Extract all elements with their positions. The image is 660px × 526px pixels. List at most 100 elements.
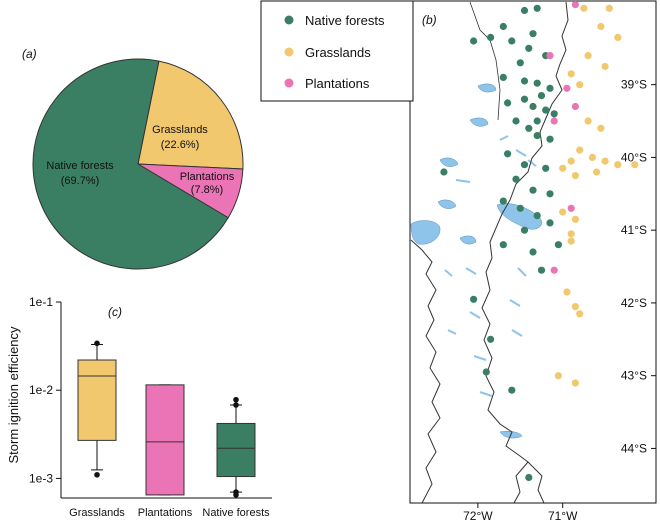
box-iqr bbox=[216, 422, 256, 478]
lake bbox=[447, 329, 457, 335]
map-point-grass bbox=[554, 372, 563, 380]
box-iqr bbox=[77, 359, 117, 441]
map-point-native bbox=[487, 335, 495, 343]
box-native: Native forests bbox=[202, 396, 270, 519]
pie-slice-native bbox=[32, 58, 229, 270]
map-point-native bbox=[504, 99, 512, 107]
panel-c-label: (c) bbox=[108, 305, 122, 319]
map-point-grass bbox=[567, 70, 575, 78]
box-panel: (c) 1e-1 1e-2 1e-3 Grasslands Plantations Na… bbox=[6, 295, 272, 519]
map-x-tick-label: 72°W bbox=[463, 509, 493, 523]
map-point-native bbox=[470, 295, 478, 303]
map-point-grass bbox=[597, 22, 605, 31]
map-point-grass bbox=[601, 157, 609, 165]
map-point-grass bbox=[571, 303, 580, 311]
map-point-native bbox=[525, 44, 533, 52]
lake bbox=[455, 179, 471, 183]
lake bbox=[499, 135, 509, 141]
map-point-native bbox=[525, 124, 533, 132]
map-point-grass bbox=[601, 62, 609, 71]
map-point-grass bbox=[571, 172, 580, 180]
map-point-native bbox=[529, 30, 537, 38]
map-point-native bbox=[546, 84, 554, 92]
map-point-native bbox=[537, 92, 546, 100]
map-lakes bbox=[410, 83, 542, 439]
map-y-tick-label: 43°S bbox=[621, 369, 647, 383]
box-category-label: Native forests bbox=[202, 507, 270, 519]
map-point-grass bbox=[576, 146, 584, 154]
pie-pct-plantations: (7.8%) bbox=[191, 184, 223, 196]
map-point-native bbox=[546, 219, 554, 227]
map-point-native bbox=[508, 386, 516, 394]
map-y-tick-label: 39°S bbox=[621, 78, 647, 92]
boundary-line bbox=[481, 1, 569, 463]
box-y-tick-label: 1e-3 bbox=[29, 471, 53, 485]
map-point-plant bbox=[550, 266, 558, 274]
box-outlier bbox=[94, 471, 100, 478]
lake bbox=[469, 117, 489, 127]
map-point-grass bbox=[576, 310, 584, 318]
pie-slice-grass bbox=[137, 60, 244, 170]
lake bbox=[465, 267, 477, 275]
map-point-grass bbox=[584, 117, 592, 125]
map-point-native bbox=[520, 6, 529, 15]
lake bbox=[509, 299, 521, 307]
map-point-native bbox=[529, 248, 537, 256]
lake bbox=[515, 149, 527, 157]
map-point-grass bbox=[631, 161, 639, 169]
map-point-native bbox=[516, 204, 524, 212]
map-point-grass bbox=[584, 52, 592, 60]
lake bbox=[437, 199, 457, 209]
lake bbox=[477, 83, 497, 93]
map-point-native bbox=[482, 368, 490, 376]
map-points bbox=[440, 1, 639, 482]
lake bbox=[439, 157, 459, 167]
boundary-line bbox=[513, 461, 529, 504]
map-point-plant bbox=[571, 102, 580, 111]
box-grass: Grasslands bbox=[69, 340, 125, 519]
map-point-grass bbox=[605, 4, 613, 12]
legend-label-grasslands: Grasslands bbox=[305, 45, 371, 60]
map-point-native bbox=[542, 164, 550, 172]
map-point-grass bbox=[571, 215, 580, 223]
lake bbox=[469, 311, 481, 319]
map-point-grass bbox=[559, 164, 567, 172]
legend: Native forests Grasslands Plantations bbox=[260, 0, 414, 102]
pie-label-plantations: Plantations bbox=[180, 171, 235, 183]
box-iqr bbox=[145, 384, 185, 496]
lake bbox=[527, 159, 537, 167]
lake bbox=[444, 269, 453, 277]
map-point-grass bbox=[588, 153, 597, 161]
legend-marker-plantations bbox=[284, 78, 294, 88]
legend-label-plantations: Plantations bbox=[305, 76, 370, 91]
box-category-label: Plantations bbox=[138, 507, 193, 519]
map-panel: 72°W 71°W 39°S 40°S 41°S 42°S 43°S 44°S (b) bbox=[409, 0, 657, 523]
map-point-native bbox=[537, 266, 546, 274]
box-outlier bbox=[233, 396, 239, 403]
map-point-native bbox=[546, 135, 554, 143]
map-x-tick-label: 71°W bbox=[548, 509, 578, 523]
map-point-native bbox=[520, 95, 529, 103]
map-point-native bbox=[516, 59, 524, 67]
box-y-axis-label: Storm ignition efficiency bbox=[6, 326, 21, 464]
map-point-native bbox=[499, 22, 507, 31]
pie-panel: (a) Grasslands (22.6%) Native forests (6… bbox=[22, 47, 244, 270]
map-point-native bbox=[520, 226, 529, 234]
box-category-label: Grasslands bbox=[69, 507, 125, 519]
map-point-grass bbox=[576, 81, 584, 89]
map-boundaries bbox=[410, 1, 569, 504]
map-point-grass bbox=[559, 208, 567, 216]
map-point-native bbox=[546, 190, 554, 198]
boundary-line bbox=[469, 1, 501, 121]
map-point-plant bbox=[546, 52, 554, 60]
boundary-line bbox=[527, 461, 545, 504]
map-point-grass bbox=[580, 4, 588, 12]
map-point-grass bbox=[597, 124, 605, 132]
map-point-grass bbox=[563, 288, 571, 296]
map-point-grass bbox=[567, 230, 575, 238]
box-y-tick-label: 1e-1 bbox=[29, 295, 53, 309]
box-plant: Plantations bbox=[138, 384, 193, 519]
panel-a-label: (a) bbox=[22, 47, 37, 61]
boundary-line bbox=[410, 239, 441, 504]
